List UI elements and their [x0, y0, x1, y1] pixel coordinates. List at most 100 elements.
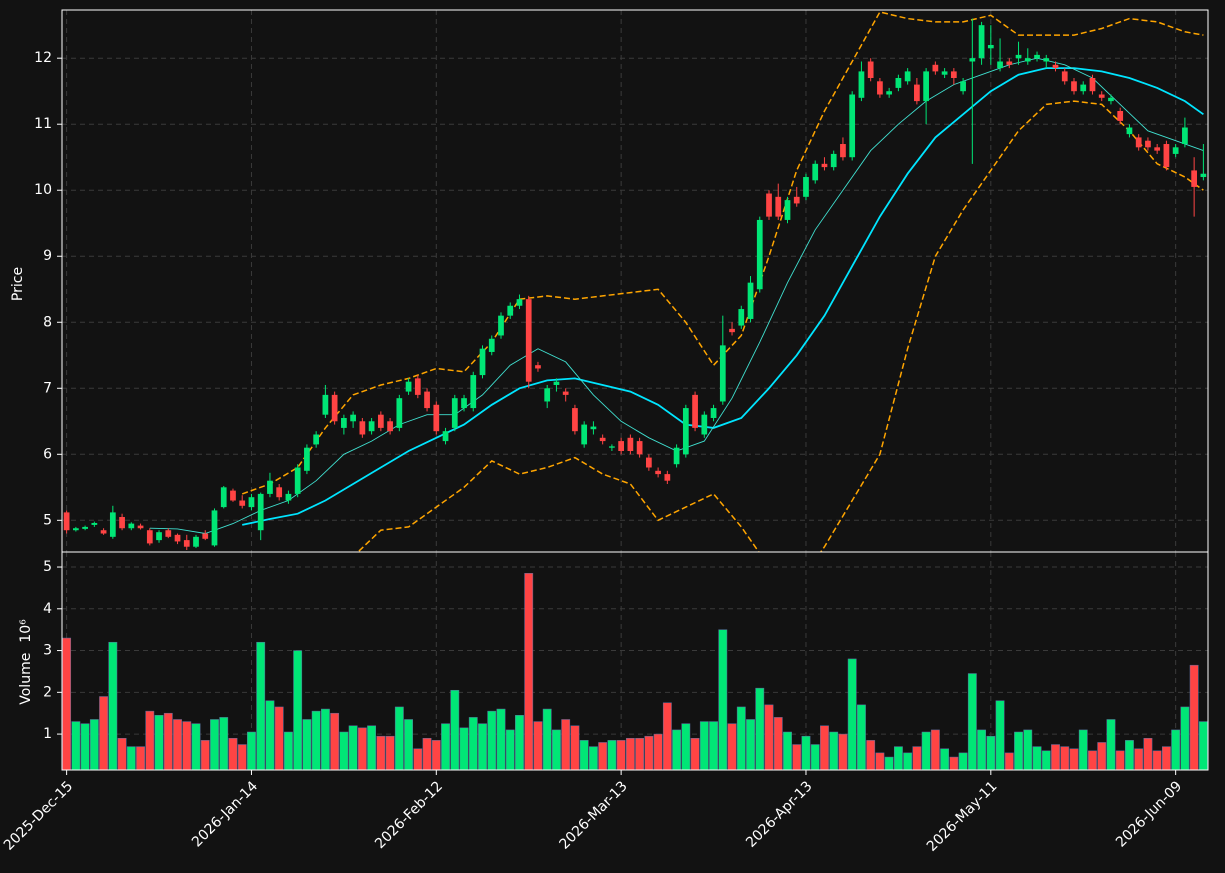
- volume-bar: [422, 738, 432, 771]
- volume-bar: [219, 717, 229, 771]
- volume-bar: [515, 715, 524, 771]
- candle-body: [202, 533, 209, 539]
- volume-bar: [182, 721, 192, 771]
- volume-bar: [1143, 738, 1153, 771]
- volume-bar: [1069, 748, 1079, 771]
- volume-bar: [690, 738, 700, 771]
- volume-bar: [256, 641, 266, 771]
- volume-bar: [367, 725, 377, 771]
- candle-body: [877, 81, 883, 95]
- volume-bar: [792, 744, 802, 771]
- volume-bar: [265, 700, 275, 771]
- volume-bar: [89, 719, 99, 771]
- candle-body: [729, 328, 735, 333]
- candle-body: [756, 219, 763, 290]
- candle-body: [895, 77, 902, 88]
- candle-body: [414, 378, 421, 395]
- volume-bar: [635, 738, 645, 771]
- volume-bar: [866, 740, 876, 771]
- candle-body: [257, 493, 264, 531]
- volume-axis-label: Volume 10⁶: [18, 619, 34, 705]
- candle-body: [350, 414, 356, 422]
- candle-body: [451, 398, 458, 428]
- candle-body: [1015, 54, 1022, 59]
- candle-body: [803, 177, 809, 197]
- y2-tick-label: 3: [43, 643, 52, 659]
- volume-bar: [838, 733, 848, 771]
- volume-offset: 10⁶: [18, 619, 34, 643]
- y2-tick-label: 4: [43, 601, 52, 617]
- candle-body: [609, 446, 615, 448]
- candle-body: [710, 408, 717, 418]
- volume-bar: [163, 712, 173, 771]
- candle-body: [960, 81, 966, 92]
- y-tick-label: 10: [34, 182, 52, 198]
- candle-body: [193, 536, 199, 547]
- volume-bar: [625, 738, 635, 771]
- volume-bar: [441, 723, 450, 771]
- candle-body: [682, 408, 689, 455]
- volume-bar: [857, 704, 866, 771]
- candle-body: [387, 421, 393, 432]
- candle-body: [230, 490, 236, 501]
- candle-body: [1080, 84, 1087, 92]
- candle-body: [766, 193, 772, 217]
- y-tick-label: 6: [43, 446, 52, 462]
- candle-body: [821, 163, 828, 168]
- volume-bar: [810, 744, 820, 771]
- volume-bar: [478, 723, 487, 771]
- volume-bar: [1198, 721, 1208, 771]
- candle-body: [858, 71, 865, 98]
- volume-bar: [210, 719, 219, 771]
- candle-body: [396, 398, 403, 428]
- volume-bar: [1023, 729, 1033, 771]
- volume-bar: [755, 687, 765, 771]
- candle-body: [932, 64, 939, 72]
- volume-bar: [524, 573, 534, 771]
- candle-body: [1126, 127, 1133, 135]
- candle-body: [544, 388, 551, 402]
- volume-bar: [1097, 742, 1107, 771]
- volume-bar: [1134, 748, 1144, 771]
- candle-body: [1108, 97, 1114, 102]
- candle-body: [128, 523, 135, 529]
- volume-bar: [237, 744, 247, 771]
- y-tick-label: 11: [34, 116, 52, 132]
- candle-body: [156, 532, 162, 541]
- candle-body: [618, 441, 625, 451]
- candle-body: [276, 487, 283, 498]
- volume-bar: [431, 740, 441, 771]
- candle-body: [987, 44, 994, 49]
- candle-body: [581, 424, 588, 445]
- volume-bar: [921, 731, 931, 771]
- candle-body: [673, 447, 680, 465]
- candle-body: [91, 522, 98, 525]
- candle-body: [775, 196, 782, 217]
- volume-bar: [727, 723, 737, 771]
- volume-bar: [1162, 746, 1171, 771]
- candle-body: [267, 480, 273, 494]
- candle-body: [1117, 111, 1124, 121]
- volume-bar: [284, 731, 293, 771]
- candle-body: [1200, 173, 1207, 178]
- volume-bar: [496, 708, 506, 771]
- candle-body: [1034, 54, 1040, 59]
- candle-body: [377, 414, 384, 428]
- candle-body: [1061, 71, 1068, 82]
- candle-body: [137, 525, 144, 529]
- volume-bar: [930, 729, 940, 771]
- candle-body: [239, 500, 246, 506]
- candle-body: [572, 408, 578, 432]
- candle-body: [211, 510, 218, 546]
- volume-bar: [773, 717, 783, 771]
- candle-body: [784, 200, 791, 220]
- candle-body: [82, 526, 88, 529]
- candle-body: [655, 470, 661, 475]
- volume-bar: [200, 740, 210, 771]
- volume-bar: [145, 710, 155, 771]
- candle-body: [507, 305, 514, 316]
- volume-bar: [117, 738, 127, 771]
- volume-bar: [662, 702, 672, 771]
- y-tick-label: 5: [43, 512, 52, 528]
